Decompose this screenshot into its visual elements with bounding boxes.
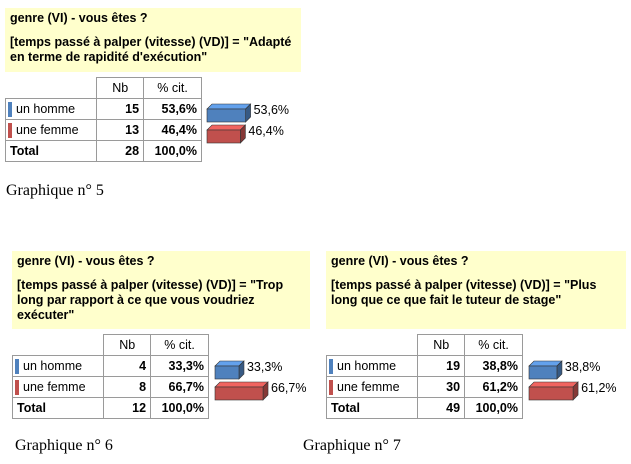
chart-3-cat-homme: un homme — [337, 359, 397, 373]
chart-3-header: genre (VI) - vous êtes ? [temps passé à … — [326, 251, 626, 329]
chart-2-total-label: Total — [11, 397, 105, 419]
chart-2-bar-2 — [214, 381, 269, 401]
chart-2-bar-1 — [214, 360, 245, 380]
chart-1-bar-1 — [206, 103, 252, 123]
chart-3-pct-femme: 61,2% — [464, 376, 523, 398]
table-row: un homme 15 53,6% — [4, 98, 202, 120]
table-row: une femme 30 61,2% — [325, 376, 523, 398]
chart-3-col-nb: Nb — [417, 334, 466, 356]
chart-3-pct-homme: 38,8% — [464, 355, 523, 377]
chart-2-question: genre (VI) - vous êtes ? — [17, 254, 155, 268]
chart-2-bar-label-1: 33,3% — [247, 360, 282, 374]
chart-1-swatch-femme — [8, 123, 12, 138]
chart-1-pct-femme: 46,4% — [143, 119, 202, 141]
chart-2-total-pct: 100,0% — [150, 397, 209, 419]
chart-1-question: genre (VI) - vous êtes ? — [10, 11, 148, 25]
chart-1-header: genre (VI) - vous êtes ? [temps passé à … — [5, 8, 301, 72]
chart-1-cat-homme: un homme — [16, 102, 76, 116]
chart-2-bars: 33,3% 66,7% — [214, 360, 306, 401]
chart-3-col-pct: % cit. — [464, 334, 523, 356]
chart-2-count-femme: 8 — [103, 376, 152, 398]
chart-1-variable: [temps passé à palper (vitesse) (VD)] = … — [10, 35, 292, 64]
chart-3-count-homme: 19 — [417, 355, 466, 377]
chart-3-variable: [temps passé à palper (vitesse) (VD)] = … — [331, 278, 597, 307]
chart-2-total-count: 12 — [103, 397, 152, 419]
chart-3-count-femme: 30 — [417, 376, 466, 398]
chart-2-swatch-homme — [15, 359, 19, 374]
chart-1-cat-femme: une femme — [16, 123, 79, 137]
chart-3-table: Nb % cit. un homme 19 38,8% une femme 30… — [325, 334, 523, 419]
chart-1-total-count: 28 — [96, 140, 145, 162]
chart-3-total-pct: 100,0% — [464, 397, 523, 419]
chart-2-pct-homme: 33,3% — [150, 355, 209, 377]
chart-3-bars: 38,8% 61,2% — [528, 360, 617, 401]
chart-1-total-pct: 100,0% — [143, 140, 202, 162]
table-row: une femme 8 66,7% — [11, 376, 209, 398]
chart-1-table: Nb % cit. un homme 15 53,6% une femme 13… — [4, 77, 202, 162]
chart-1-pct-homme: 53,6% — [143, 98, 202, 120]
chart-1-bar-2 — [206, 124, 247, 144]
chart-3-bar-label-2: 61,2% — [581, 381, 616, 395]
chart-2-table: Nb % cit. un homme 4 33,3% une femme 8 6… — [11, 334, 209, 419]
chart-2-caption: Graphique n° 6 — [15, 437, 113, 454]
chart-1-total-label: Total — [4, 140, 98, 162]
chart-3-swatch-femme — [329, 380, 333, 395]
chart-3-bar-2 — [528, 381, 579, 401]
chart-3-bar-1 — [528, 360, 563, 380]
chart-2-bar-label-2: 66,7% — [271, 381, 306, 395]
chart-1-bar-label-2: 46,4% — [248, 124, 283, 138]
chart-3-swatch-homme — [329, 359, 333, 374]
chart-3-total-label: Total — [325, 397, 419, 419]
table-row: Total 49 100,0% — [325, 397, 523, 419]
chart-1-bar-label-1: 53,6% — [254, 103, 289, 117]
chart-1-swatch-homme — [8, 102, 12, 117]
chart-2-pct-femme: 66,7% — [150, 376, 209, 398]
chart-1-bars: 53,6% 46,4% — [206, 103, 289, 144]
chart-3-total-count: 49 — [417, 397, 466, 419]
table-row: un homme 19 38,8% — [325, 355, 523, 377]
chart-1-count-homme: 15 — [96, 98, 145, 120]
chart-3-question: genre (VI) - vous êtes ? — [331, 254, 469, 268]
chart-2-count-homme: 4 — [103, 355, 152, 377]
chart-2-cat-femme: une femme — [23, 380, 86, 394]
chart-1-caption: Graphique n° 5 — [6, 182, 104, 199]
chart-3-caption: Graphique n° 7 — [303, 437, 401, 454]
chart-2-header: genre (VI) - vous êtes ? [temps passé à … — [12, 251, 310, 329]
chart-1-col-pct: % cit. — [143, 77, 202, 99]
chart-2-col-pct: % cit. — [150, 334, 209, 356]
chart-2-variable: [temps passé à palper (vitesse) (VD)] = … — [17, 278, 284, 322]
chart-3-cat-femme: une femme — [337, 380, 400, 394]
table-row: Total 28 100,0% — [4, 140, 202, 162]
chart-1-count-femme: 13 — [96, 119, 145, 141]
chart-3-bar-label-1: 38,8% — [565, 360, 600, 374]
chart-2-cat-homme: un homme — [23, 359, 83, 373]
chart-1-col-nb: Nb — [96, 77, 145, 99]
chart-2-col-nb: Nb — [103, 334, 152, 356]
chart-2-swatch-femme — [15, 380, 19, 395]
table-row: Total 12 100,0% — [11, 397, 209, 419]
table-row: une femme 13 46,4% — [4, 119, 202, 141]
table-row: un homme 4 33,3% — [11, 355, 209, 377]
